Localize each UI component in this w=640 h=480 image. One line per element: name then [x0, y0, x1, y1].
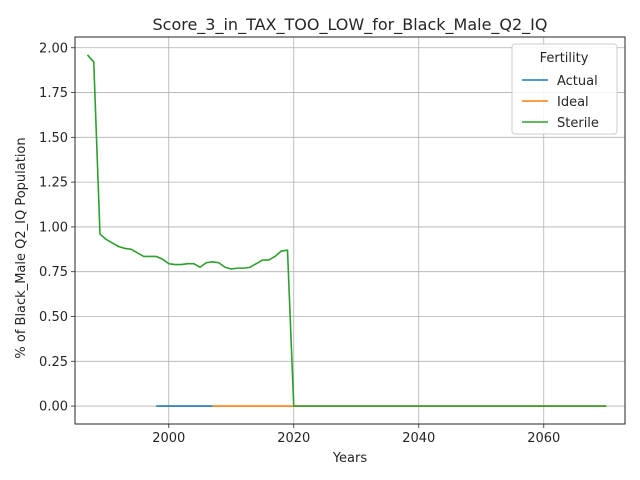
y-axis-label: % of Black_Male Q2_IQ Population — [14, 137, 29, 358]
legend-title: Fertility — [540, 51, 589, 66]
x-tick-label: 2020 — [277, 431, 310, 446]
legend-label-sterile: Sterile — [557, 116, 599, 131]
y-tick-label: 0.50 — [39, 310, 68, 325]
x-tick-label: 2000 — [152, 431, 185, 446]
y-tick-label: 0.25 — [39, 355, 68, 370]
y-tick-label: 0.75 — [39, 265, 68, 280]
chart-title: Score_3_in_TAX_TOO_LOW_for_Black_Male_Q2… — [152, 15, 547, 35]
y-tick-label: 1.50 — [39, 131, 68, 146]
legend-label-actual: Actual — [557, 74, 598, 89]
series-line-sterile — [86, 54, 607, 407]
y-tick-label: 1.75 — [39, 86, 68, 101]
legend-box — [511, 43, 618, 135]
legend: Fertility Actual Ideal Sterile — [511, 43, 618, 135]
y-tick-label: 1.00 — [39, 220, 68, 235]
legend-entries: Actual Ideal Sterile — [522, 74, 599, 131]
legend-label-ideal: Ideal — [557, 95, 589, 110]
y-tick-label: 1.25 — [39, 176, 68, 191]
x-tick-label: 2040 — [402, 431, 435, 446]
x-axis-label: Years — [332, 451, 368, 466]
x-tick-label: 2060 — [527, 431, 560, 446]
series-lines — [86, 54, 607, 407]
y-tick-label: 2.00 — [39, 41, 68, 56]
plot-frame — [74, 36, 626, 425]
y-tick-label: 0.00 — [39, 400, 68, 415]
axis-ticks: 2000 2020 2040 2060 0.00 0.25 0.50 0.75 1.00 1.25… — [39, 41, 560, 446]
